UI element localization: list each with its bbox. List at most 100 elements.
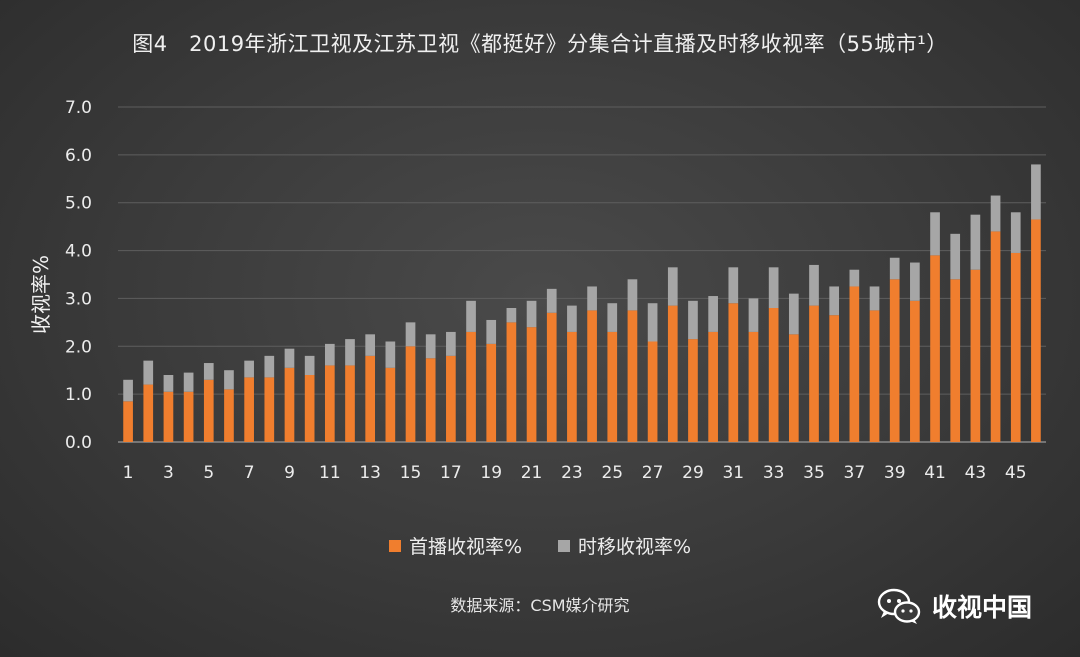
bar-live <box>324 365 335 442</box>
bar-timeshift <box>425 334 436 359</box>
x-tick-labels: 1 3 5 7 9 11 13 15 17 19 21 23 25 27 29 31 33 35 37 39 41 43 4… <box>123 463 1027 483</box>
legend-swatch-live <box>388 539 401 552</box>
bar-live <box>264 377 275 442</box>
legend-item-timeshift[interactable]: 时移收视率% <box>558 532 691 559</box>
bar-live <box>748 331 759 442</box>
bar-live <box>466 331 476 442</box>
y-tick-labels: 0.0 1.0 2.0 3.0 4.0 5.0 6.0 7.0 <box>65 98 92 453</box>
grid-lines <box>118 106 1046 443</box>
x-tick-label: 37 <box>844 463 866 483</box>
bar-timeshift <box>486 319 497 344</box>
x-tick-label: 43 <box>965 463 987 483</box>
wechat-icon <box>877 588 921 624</box>
x-tick-label: 35 <box>803 463 825 483</box>
bar-timeshift <box>587 286 597 311</box>
bar-live <box>708 331 718 442</box>
bar-timeshift <box>627 279 638 311</box>
x-tick-label: 31 <box>722 463 744 483</box>
x-tick-label: 21 <box>521 463 543 483</box>
bar-timeshift <box>829 286 840 316</box>
bar-live <box>1031 219 1041 442</box>
bar-timeshift <box>546 288 557 313</box>
legend-label-live: 首播收视率% <box>408 536 522 558</box>
bar-timeshift <box>647 303 658 342</box>
bar-live <box>829 315 840 442</box>
x-tick-label: 41 <box>924 463 946 483</box>
bar-timeshift <box>667 267 678 306</box>
chart-title: 图4 2019年浙江卫视及江苏卫视《都挺好》分集合计直播及时移收视率（55城市¹… <box>132 32 948 56</box>
x-tick-label: 19 <box>480 463 502 483</box>
bar-live <box>244 377 254 442</box>
bar-timeshift <box>567 305 577 332</box>
bar-timeshift <box>688 300 698 340</box>
bar-timeshift <box>970 214 981 270</box>
x-tick-label: 3 <box>163 463 174 483</box>
bar-timeshift <box>405 322 416 347</box>
bar-timeshift <box>1031 164 1041 220</box>
bar-timeshift <box>930 212 940 256</box>
x-tick-label: 9 <box>284 463 295 483</box>
bar-timeshift <box>1010 212 1021 253</box>
bar-timeshift <box>365 334 376 356</box>
x-tick-label: 29 <box>682 463 704 483</box>
bar-timeshift <box>203 363 214 380</box>
bar-live <box>405 346 416 442</box>
watermark: 收视中国 <box>876 586 1032 626</box>
bar-timeshift <box>788 293 799 335</box>
bar-live <box>143 384 154 442</box>
y-tick-label: 7.0 <box>65 98 92 118</box>
data-source-note: 数据来源：CSM媒介研究 <box>450 596 630 615</box>
bar-timeshift <box>748 298 759 332</box>
bar-timeshift <box>244 360 254 378</box>
x-tick-label: 11 <box>319 463 341 483</box>
bar-live <box>587 310 597 442</box>
bar-timeshift <box>506 308 517 323</box>
bar-timeshift <box>143 360 154 385</box>
x-tick-label: 5 <box>203 463 214 483</box>
bar-live <box>546 312 557 442</box>
bar-live <box>667 305 678 442</box>
y-tick-label: 1.0 <box>65 385 92 405</box>
bar-timeshift <box>768 267 779 308</box>
y-tick-label: 6.0 <box>65 146 92 166</box>
bar-timeshift <box>284 348 295 368</box>
x-tick-label: 23 <box>561 463 583 483</box>
bar-live <box>647 341 658 442</box>
legend-swatch-timeshift <box>558 539 570 552</box>
bar-timeshift <box>446 331 456 356</box>
bar-timeshift <box>385 341 396 368</box>
x-tick-label: 1 <box>123 463 134 483</box>
x-tick-label: 45 <box>1005 463 1027 483</box>
bar-timeshift <box>607 303 618 332</box>
bar-timeshift <box>950 233 961 280</box>
bar-live <box>930 255 940 442</box>
x-tick-label: 25 <box>601 463 623 483</box>
bars <box>123 164 1041 442</box>
bar-timeshift <box>809 264 819 306</box>
bar-timeshift <box>345 339 355 366</box>
legend-item-live[interactable]: 首播收视率% <box>388 532 522 559</box>
bar-live <box>183 391 194 442</box>
bar-live <box>304 375 315 442</box>
bar-live <box>123 401 133 442</box>
bar-live <box>506 322 517 442</box>
bar-live <box>425 358 436 442</box>
bar-live <box>203 379 214 442</box>
x-tick-label: 17 <box>440 463 462 483</box>
bar-live <box>970 269 981 442</box>
bar-timeshift <box>889 257 900 280</box>
bar-live <box>990 231 1001 442</box>
x-tick-label: 13 <box>359 463 381 483</box>
legend-label-timeshift: 时移收视率% <box>578 536 692 558</box>
x-tick-label: 39 <box>884 463 906 483</box>
stacked-bar-chart: 0.01.02.03.04.05.06.07.0 1 3 5 7 9 11 13 15 17 19… <box>65 98 1046 483</box>
legend: 首播收视率% 时移收视率% <box>0 532 1080 559</box>
bar-timeshift <box>990 195 1001 232</box>
bar-live <box>768 308 779 442</box>
x-tick-label: 33 <box>763 463 785 483</box>
y-tick-label: 5.0 <box>65 194 92 214</box>
bar-timeshift <box>183 372 194 392</box>
bar-live <box>486 343 497 442</box>
bar-live <box>728 303 739 442</box>
bar-timeshift <box>526 300 537 328</box>
